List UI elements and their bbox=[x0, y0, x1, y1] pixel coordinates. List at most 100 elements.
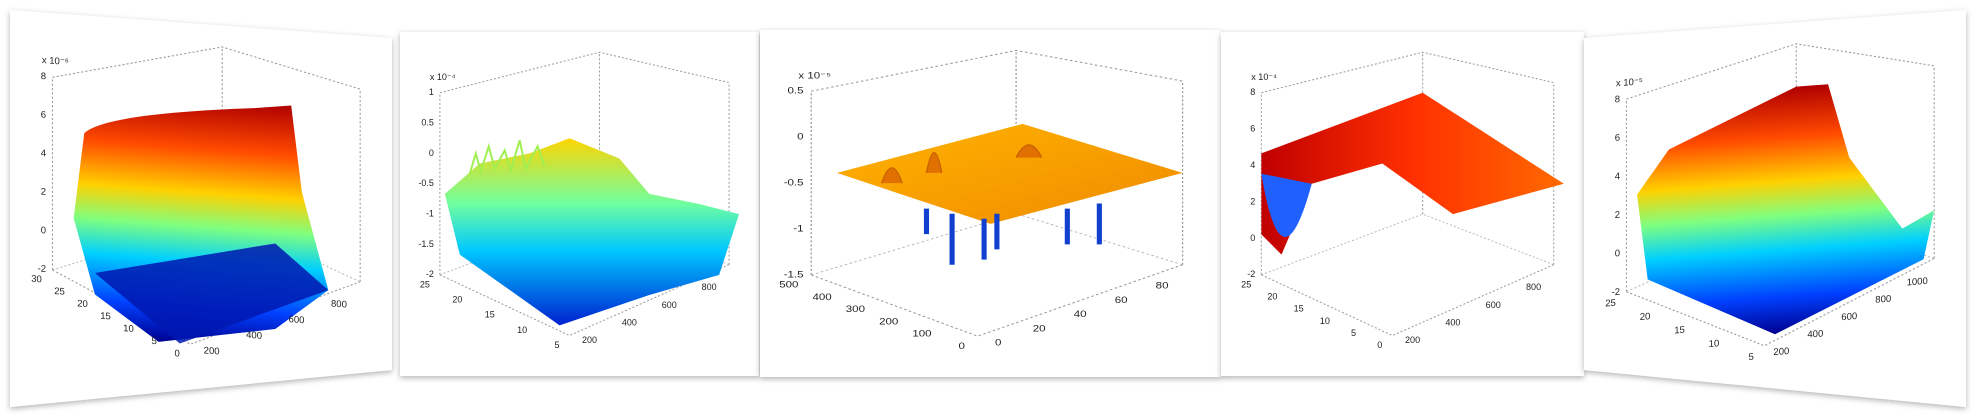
x-tick-label: 20 bbox=[1033, 324, 1046, 334]
spikes bbox=[923, 203, 1102, 265]
y-tick-label: 400 bbox=[812, 293, 831, 303]
x-tick-label: 400 bbox=[622, 317, 637, 327]
x-tick-label: 200 bbox=[1405, 335, 1420, 345]
z-tick-label: -1.5 bbox=[784, 270, 804, 280]
z-exponent: x 10⁻⁴ bbox=[1251, 72, 1277, 82]
plot: x 10⁻⁴ 1 0.5 0 -0.5 -1 -1.5 -225 20 15 10 5 200 400 60… bbox=[418, 51, 740, 350]
y-tick-label: 25 bbox=[1605, 298, 1616, 310]
y-tick-label: 10 bbox=[517, 325, 527, 335]
y-tick-label: 5 bbox=[151, 336, 156, 347]
x-tick-label: 1000 bbox=[1907, 276, 1928, 289]
z-exponent: x 10⁻⁶ bbox=[42, 55, 69, 68]
z-exponent: x 10⁻⁵ bbox=[1616, 76, 1643, 89]
x-tick-label: 800 bbox=[702, 282, 717, 292]
z-tick-label: 1 bbox=[429, 87, 434, 97]
x-tick-label: 80 bbox=[1156, 282, 1169, 292]
z-tick-label: -2 bbox=[426, 269, 434, 279]
x-tick-label: 400 bbox=[1807, 328, 1823, 340]
x-tick-label: 200 bbox=[582, 335, 597, 345]
y-tick-label: 0 bbox=[174, 348, 179, 359]
y-tick-label: 15 bbox=[485, 310, 495, 320]
y-tick-label: 500 bbox=[779, 281, 798, 291]
y-tick-label: 25 bbox=[54, 286, 65, 298]
y-tick-label: 10 bbox=[123, 323, 134, 335]
x-tick-label: 200 bbox=[1773, 346, 1789, 358]
surface bbox=[836, 123, 1183, 224]
z-tick-label: 6 bbox=[1615, 133, 1620, 144]
x-tick-label: 800 bbox=[1526, 282, 1541, 292]
y-tick-label: 5 bbox=[1351, 328, 1356, 338]
z-tick-label: 0.5 bbox=[788, 87, 804, 97]
x-tick-label: 40 bbox=[1074, 310, 1087, 320]
y-tick-label: 200 bbox=[879, 317, 898, 327]
y-tick-label: 300 bbox=[846, 305, 865, 315]
z-tick-label: 6 bbox=[1250, 124, 1255, 134]
z-tick-label: -1 bbox=[793, 224, 803, 234]
z-tick-label: 4 bbox=[1615, 171, 1621, 182]
z-tick-label: 0 bbox=[41, 225, 46, 236]
z-tick-label: 8 bbox=[1615, 94, 1620, 105]
z-tick-label: -0.5 bbox=[784, 178, 804, 188]
x-tick-label: 600 bbox=[289, 314, 305, 326]
y-tick-label: 15 bbox=[100, 311, 111, 323]
y-tick-label: 10 bbox=[1709, 338, 1720, 350]
y-tick-label: 25 bbox=[1241, 279, 1251, 289]
x-tick-label: 400 bbox=[246, 330, 262, 342]
z-tick-label: 8 bbox=[41, 71, 46, 82]
y-tick-label: 15 bbox=[1294, 304, 1304, 314]
z-tick-label: -1 bbox=[426, 208, 434, 218]
y-tick-label: 25 bbox=[420, 279, 430, 289]
x-tick-label: 600 bbox=[1841, 311, 1857, 323]
y-tick-label: 15 bbox=[1674, 325, 1685, 337]
y-tick-label: 5 bbox=[1748, 352, 1753, 363]
z-tick-label: 0 bbox=[1250, 233, 1255, 243]
x-tick-label: 0 bbox=[995, 339, 1002, 349]
z-tick-label: 0 bbox=[797, 133, 804, 143]
x-tick-label: 400 bbox=[1445, 318, 1460, 328]
z-tick-label: 2 bbox=[1250, 196, 1255, 206]
z-tick-label: -0.5 bbox=[418, 178, 433, 188]
z-tick-label: -2 bbox=[1247, 269, 1255, 279]
x-tick-label: 200 bbox=[204, 345, 220, 357]
y-tick-label: 20 bbox=[1640, 311, 1651, 323]
surface bbox=[1261, 92, 1564, 255]
y-tick-label: 20 bbox=[452, 294, 462, 304]
z-exponent: x 10⁻⁴ bbox=[430, 72, 456, 82]
z-tick-label: 4 bbox=[41, 148, 47, 159]
surface bbox=[444, 138, 740, 326]
x-tick-label: 800 bbox=[331, 298, 347, 310]
z-tick-label: -1.5 bbox=[418, 239, 433, 249]
floor-grid bbox=[1261, 213, 1554, 276]
z-tick-label: 0 bbox=[429, 148, 434, 158]
x-tick-label: 800 bbox=[1875, 294, 1891, 306]
y-tick-label: 0 bbox=[958, 342, 965, 352]
y-tick-label: 5 bbox=[555, 340, 560, 350]
y-tick-label: 20 bbox=[1267, 291, 1277, 301]
floor-grid bbox=[810, 213, 1183, 276]
y-tick-label: 30 bbox=[31, 274, 42, 286]
z-tick-label: 2 bbox=[41, 187, 46, 198]
panel-frame bbox=[1221, 32, 1584, 376]
y-tick-label: 20 bbox=[77, 298, 88, 310]
z-exponent: x 10⁻⁵ bbox=[798, 71, 831, 81]
y-tick-label: 0 bbox=[1377, 340, 1382, 350]
surface bbox=[1637, 84, 1935, 335]
z-tick-label: 8 bbox=[1250, 87, 1255, 97]
x-tick-label: 60 bbox=[1115, 296, 1128, 306]
z-tick-label: 6 bbox=[41, 109, 46, 120]
surface-peaks bbox=[468, 139, 546, 176]
z-tick-label: 4 bbox=[1250, 160, 1255, 170]
y-tick-label: 10 bbox=[1320, 316, 1330, 326]
z-tick-label: -2 bbox=[1612, 287, 1620, 299]
z-tick-label: 0 bbox=[1615, 248, 1620, 259]
z-tick-label: 2 bbox=[1615, 210, 1620, 221]
x-tick-label: 600 bbox=[1486, 300, 1501, 310]
panel: x 10⁻⁴ 1 0.5 0 -0.5 -1 -1.5 -225 20 15 10 5 200 400 60… bbox=[418, 51, 740, 350]
z-tick-label: 0.5 bbox=[421, 117, 433, 127]
